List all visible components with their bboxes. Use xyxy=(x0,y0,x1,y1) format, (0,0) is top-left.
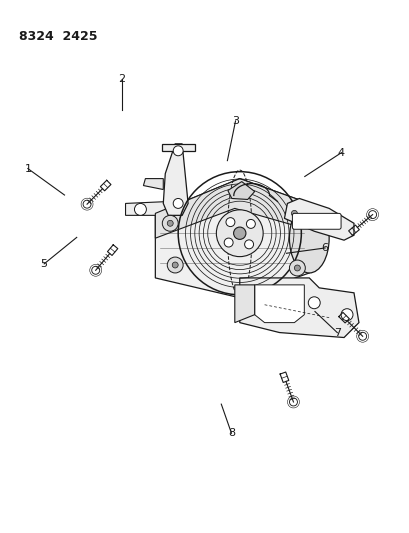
Polygon shape xyxy=(143,179,163,190)
Circle shape xyxy=(224,238,233,247)
Text: 8: 8 xyxy=(227,428,234,438)
Polygon shape xyxy=(162,144,195,151)
Circle shape xyxy=(286,205,301,221)
Circle shape xyxy=(173,146,183,156)
Circle shape xyxy=(173,198,183,208)
Circle shape xyxy=(172,262,178,268)
Circle shape xyxy=(167,220,173,227)
Polygon shape xyxy=(155,179,308,298)
Polygon shape xyxy=(254,285,303,322)
Text: 5: 5 xyxy=(40,259,47,269)
Circle shape xyxy=(225,217,234,227)
Circle shape xyxy=(244,240,253,249)
Text: 4: 4 xyxy=(337,148,344,158)
Text: 7: 7 xyxy=(333,328,340,338)
Polygon shape xyxy=(234,285,254,322)
FancyBboxPatch shape xyxy=(292,213,340,229)
Text: 6: 6 xyxy=(321,243,328,253)
Polygon shape xyxy=(155,179,308,238)
Circle shape xyxy=(167,257,183,273)
Text: 1: 1 xyxy=(24,164,31,174)
Circle shape xyxy=(134,204,146,215)
Ellipse shape xyxy=(289,204,328,273)
Polygon shape xyxy=(125,201,170,215)
Circle shape xyxy=(233,227,245,239)
Circle shape xyxy=(289,260,305,276)
Polygon shape xyxy=(163,144,188,215)
Circle shape xyxy=(308,297,319,309)
Polygon shape xyxy=(284,198,353,240)
Text: 8324  2425: 8324 2425 xyxy=(19,30,97,43)
Circle shape xyxy=(340,309,352,321)
Circle shape xyxy=(246,220,255,228)
Circle shape xyxy=(162,215,178,231)
Text: 3: 3 xyxy=(231,116,238,126)
Polygon shape xyxy=(227,182,254,199)
Circle shape xyxy=(294,265,300,271)
Text: 2: 2 xyxy=(118,74,125,84)
Circle shape xyxy=(216,210,263,256)
Circle shape xyxy=(291,211,297,216)
Polygon shape xyxy=(239,278,358,337)
